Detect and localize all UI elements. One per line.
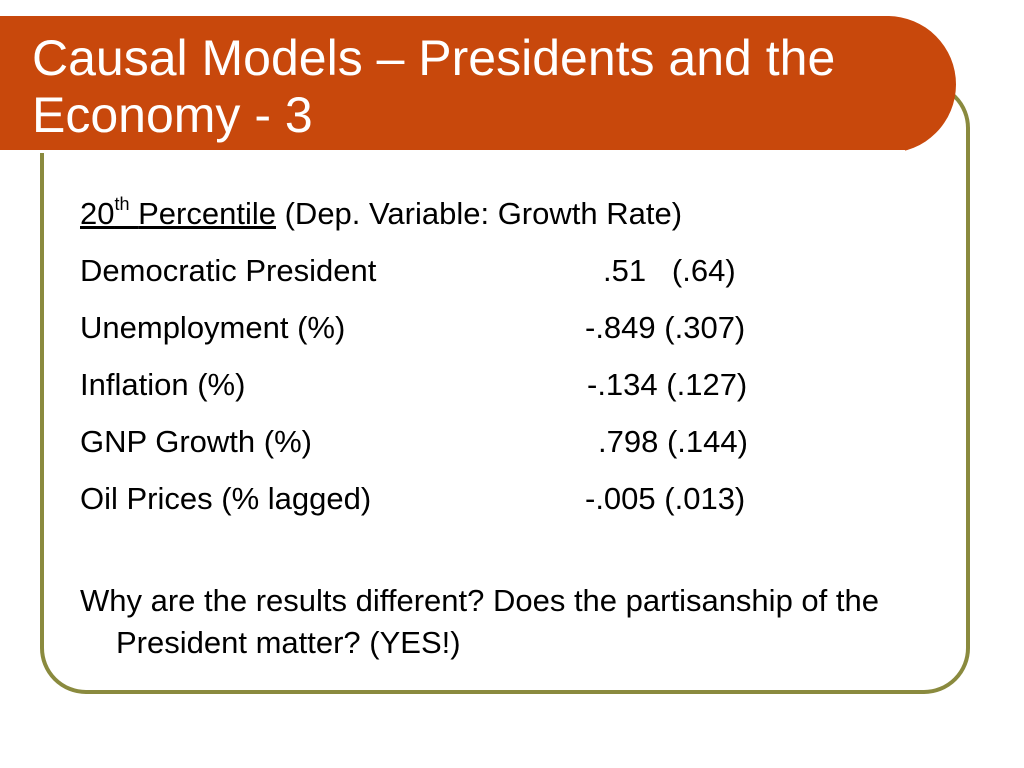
ordinal-suffix: th [114, 194, 130, 214]
slide-body: 20th Percentile (Dep. Variable: Growth R… [80, 186, 940, 664]
slide-title: Causal Models – Presidents and the Econo… [32, 30, 836, 143]
table-row: Inflation (%) -.134 (.127) [80, 357, 940, 414]
heading-label: 20th Percentile (Dep. Variable: Growth R… [80, 186, 682, 241]
row-label: Democratic President [80, 253, 377, 288]
table-row: Oil Prices (% lagged) -.005 (.013) [80, 471, 940, 528]
row-label: Unemployment (%) [80, 310, 346, 345]
row-value: -.849 (.307) [585, 310, 746, 345]
dep-variable-label: (Dep. Variable: Growth Rate) [284, 196, 683, 231]
row-value: -.005 (.013) [585, 481, 746, 516]
table-row: Unemployment (%) -.849 (.307) [80, 300, 940, 357]
row-label: Oil Prices (% lagged) [80, 481, 372, 516]
row-value: .798 (.144) [598, 424, 748, 459]
table-row: Democratic President .51 (.64) [80, 243, 940, 300]
ordinal-number: 20 [80, 196, 115, 231]
table-heading: 20th Percentile (Dep. Variable: Growth R… [80, 186, 940, 243]
row-value: -.134 (.127) [587, 367, 748, 402]
table-row: GNP Growth (%) .798 (.144) [80, 414, 940, 471]
percentile-word: Percentile [138, 196, 276, 231]
question-text: Why are the results different? Does the … [80, 583, 879, 660]
percentile-heading: 20th Percentile [80, 194, 276, 231]
title-bar: Causal Models – Presidents and the Econo… [0, 16, 956, 153]
title-underline [0, 150, 905, 153]
row-value: .51 (.64) [603, 253, 736, 288]
row-label: GNP Growth (%) [80, 424, 312, 459]
content-frame [40, 82, 970, 694]
row-label: Inflation (%) [80, 367, 246, 402]
spacer [80, 528, 940, 580]
